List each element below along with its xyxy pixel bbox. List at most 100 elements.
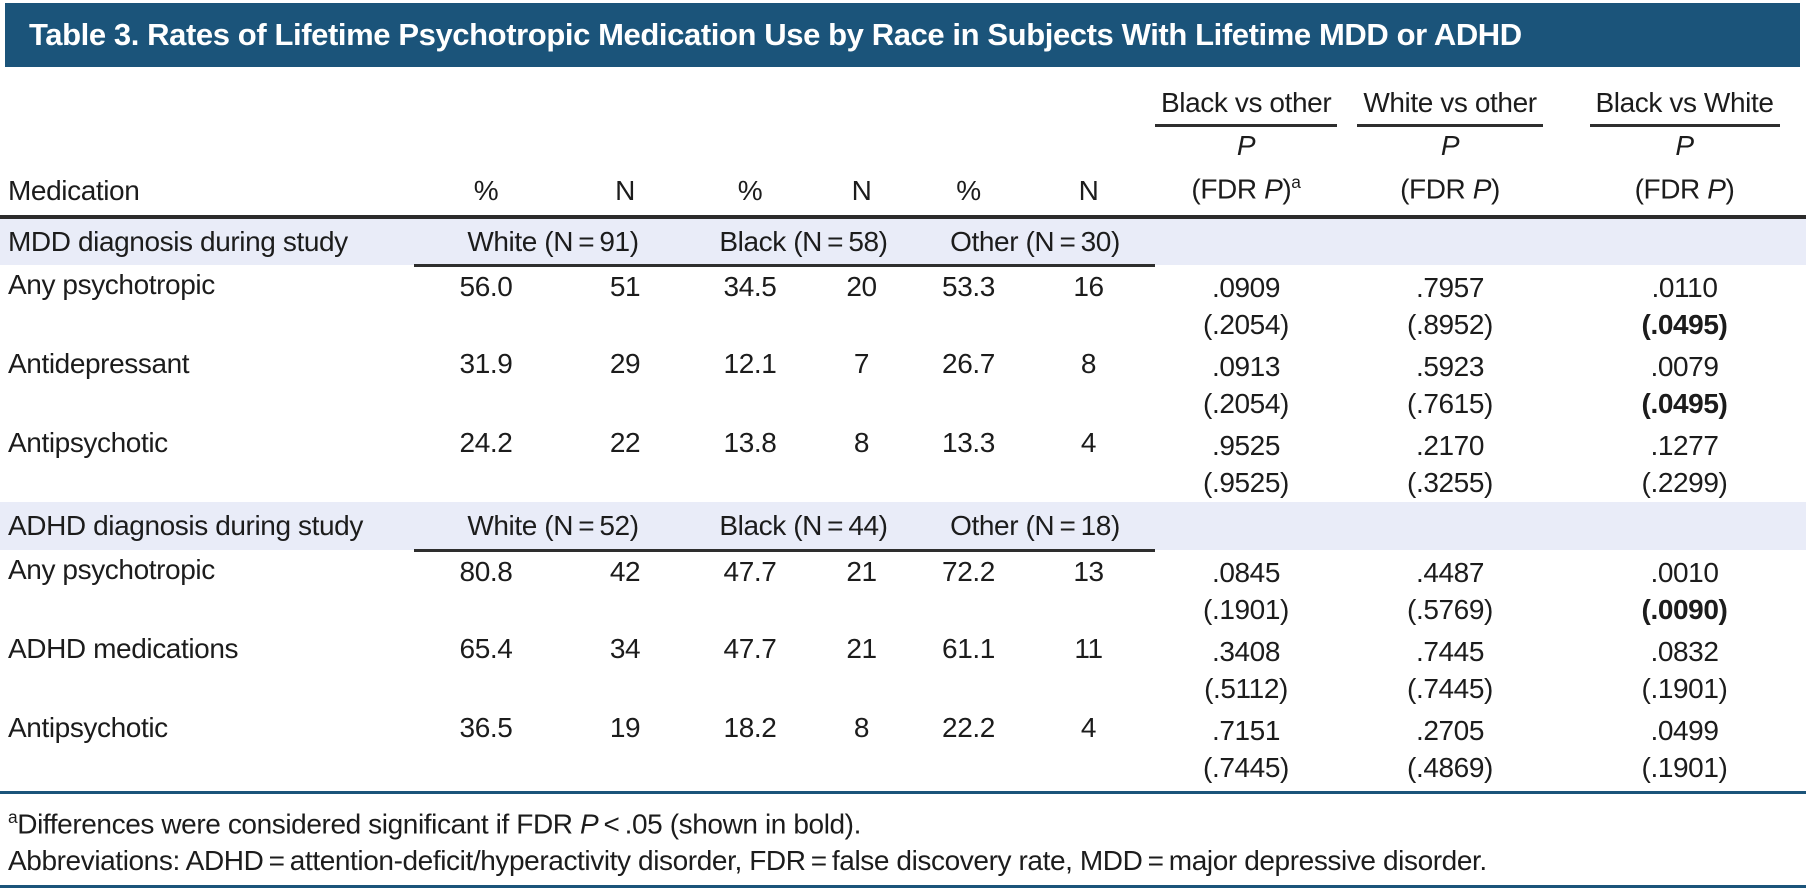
cell-other-pct: 61.1 bbox=[942, 633, 995, 665]
cell-white-pct: 80.8 bbox=[459, 555, 513, 587]
fdr-p-value: (.0495) bbox=[1641, 388, 1728, 420]
cell-white-n: 51 bbox=[609, 270, 641, 302]
comparison-group-header-row: Black vs other White vs other Black vs W… bbox=[0, 77, 1806, 127]
fdr-p-value: (.7445) bbox=[1203, 752, 1289, 784]
footnote-marker-a: a bbox=[8, 807, 18, 828]
table-title-bar: Table 3. Rates of Lifetime Psychotropic … bbox=[5, 3, 1800, 67]
medication-label: Antipsychotic bbox=[8, 427, 168, 459]
cell-other-n: 8 bbox=[1080, 348, 1097, 380]
col-group-label: Black vs other bbox=[1155, 87, 1338, 127]
cell-black-pct: 12.1 bbox=[723, 348, 777, 380]
p-value: .2705 bbox=[1415, 715, 1485, 747]
cell-black-n: 8 bbox=[853, 427, 870, 459]
fdr-p-label: (FDR P)a bbox=[1191, 172, 1301, 205]
table-figure: Table 3. Rates of Lifetime Psychotropic … bbox=[0, 3, 1806, 888]
fdr-p-value: (.2299) bbox=[1641, 467, 1728, 499]
cohort-black: Black (N = 58) bbox=[692, 217, 915, 267]
fdr-p-value: (.1901) bbox=[1641, 752, 1728, 784]
cell-p-black-vs-other: .9525 (.9525) bbox=[1155, 423, 1337, 502]
cohort-other: Other (N = 30) bbox=[915, 217, 1155, 267]
section-label: ADHD diagnosis during study bbox=[8, 510, 363, 542]
fdr-p-value: (.5769) bbox=[1407, 594, 1493, 626]
cell-other-pct: 72.2 bbox=[942, 555, 995, 587]
p-value: .7957 bbox=[1415, 272, 1485, 304]
footnote-significance: aDifferences were considered significant… bbox=[8, 807, 861, 840]
col-header-n-white: N bbox=[558, 127, 692, 220]
cell-black-n: 20 bbox=[846, 270, 877, 302]
cell-white-pct: 65.4 bbox=[459, 633, 513, 665]
cell-p-black-vs-white: .0079 (.0495) bbox=[1563, 344, 1806, 423]
cell-white-pct: 36.5 bbox=[459, 712, 513, 744]
p-value: .0909 bbox=[1211, 272, 1281, 304]
section-label: MDD diagnosis during study bbox=[8, 226, 348, 258]
cell-white-n: 34 bbox=[609, 633, 641, 665]
cell-black-n: 7 bbox=[853, 348, 870, 380]
cell-black-pct: 47.7 bbox=[723, 633, 777, 665]
p-value: .0079 bbox=[1650, 351, 1719, 383]
cell-white-n: 19 bbox=[609, 712, 641, 744]
medication-label: Any psychotropic bbox=[8, 554, 215, 586]
fdr-p-value: (.9525) bbox=[1203, 467, 1289, 499]
p-value: .4487 bbox=[1415, 557, 1485, 589]
cohort-black: Black (N = 44) bbox=[692, 502, 915, 552]
cell-p-black-vs-other: .0909 (.2054) bbox=[1155, 265, 1337, 344]
cell-p-black-vs-white: .0499 (.1901) bbox=[1563, 708, 1806, 787]
p-value: .0832 bbox=[1650, 636, 1719, 668]
fdr-p-value: (.7445) bbox=[1407, 673, 1493, 705]
cell-p-white-vs-other: .7957 (.8952) bbox=[1337, 265, 1563, 344]
fdr-p-value: (.2054) bbox=[1203, 388, 1289, 420]
cell-p-white-vs-other: .2705 (.4869) bbox=[1337, 708, 1563, 787]
cell-p-black-vs-other: .7151 (.7445) bbox=[1155, 708, 1337, 787]
footnotes: aDifferences were considered significant… bbox=[0, 794, 1806, 878]
medication-label: Antipsychotic bbox=[8, 712, 168, 744]
p-label: P bbox=[1440, 130, 1460, 161]
p-value: .0499 bbox=[1650, 715, 1719, 747]
col-group-black-vs-white: Black vs White bbox=[1563, 77, 1806, 127]
cell-p-white-vs-other: .5923 (.7615) bbox=[1337, 344, 1563, 423]
table-row: ADHD medications 65.4 34 47.7 21 61.1 11… bbox=[0, 629, 1806, 708]
cell-black-pct: 34.5 bbox=[723, 270, 777, 302]
fdr-p-value: (.3255) bbox=[1407, 467, 1493, 499]
col-group-black-vs-other: Black vs other bbox=[1155, 77, 1338, 127]
cell-other-pct: 53.3 bbox=[942, 270, 995, 302]
p-value: .2170 bbox=[1415, 430, 1485, 462]
cohort-white: White (N = 52) bbox=[414, 502, 692, 552]
table-row: Antidepressant 31.9 29 12.1 7 26.7 8 .09… bbox=[0, 344, 1806, 423]
cell-p-black-vs-other: .0845 (.1901) bbox=[1155, 550, 1337, 629]
col-header-p-white-vs-other: P (FDR P) bbox=[1337, 127, 1563, 220]
fdr-p-value: (.0495) bbox=[1641, 309, 1728, 341]
col-header-n-black: N bbox=[808, 127, 915, 220]
cell-other-pct: 26.7 bbox=[942, 348, 995, 380]
cell-p-white-vs-other: .4487 (.5769) bbox=[1337, 550, 1563, 629]
cell-black-n: 8 bbox=[853, 712, 870, 744]
p-value: .5923 bbox=[1415, 351, 1485, 383]
cell-white-pct: 56.0 bbox=[459, 270, 513, 302]
section-row-mdd: MDD diagnosis during study White (N = 91… bbox=[0, 217, 1806, 267]
footnote-marker-a: a bbox=[1291, 172, 1301, 192]
medication-label: Any psychotropic bbox=[8, 269, 215, 301]
fdr-p-value: (.1901) bbox=[1203, 594, 1289, 626]
cohort-other: Other (N = 18) bbox=[915, 502, 1155, 552]
medication-label: Antidepressant bbox=[8, 348, 190, 380]
cell-other-pct: 13.3 bbox=[942, 427, 995, 459]
fdr-p-label: (FDR P) bbox=[1634, 173, 1735, 205]
cell-p-black-vs-other: .0913 (.2054) bbox=[1155, 344, 1337, 423]
cell-p-white-vs-other: .7445 (.7445) bbox=[1337, 629, 1563, 708]
cell-black-pct: 18.2 bbox=[723, 712, 777, 744]
footnote-abbreviations: Abbreviations: ADHD = attention-deficit/… bbox=[8, 844, 1487, 876]
cell-black-pct: 47.7 bbox=[723, 555, 777, 587]
p-value: .9525 bbox=[1211, 430, 1281, 462]
cell-black-n: 21 bbox=[846, 633, 877, 665]
cell-p-black-vs-white: .0110 (.0495) bbox=[1563, 265, 1806, 344]
p-value: .1277 bbox=[1650, 430, 1719, 462]
column-header-row: Medication % N % N % N P (FDR P)a P (FDR… bbox=[0, 127, 1806, 220]
p-value: .0110 bbox=[1651, 272, 1718, 304]
col-header-medication: Medication bbox=[0, 127, 414, 220]
cell-white-pct: 24.2 bbox=[459, 427, 513, 459]
cell-p-black-vs-white: .1277 (.2299) bbox=[1563, 423, 1806, 502]
cohort-white: White (N = 91) bbox=[414, 217, 692, 267]
header-spacer bbox=[0, 77, 1155, 127]
p-value: .7445 bbox=[1415, 636, 1485, 668]
col-header-pct-other: % bbox=[915, 127, 1022, 220]
p-label: P bbox=[1236, 130, 1256, 161]
